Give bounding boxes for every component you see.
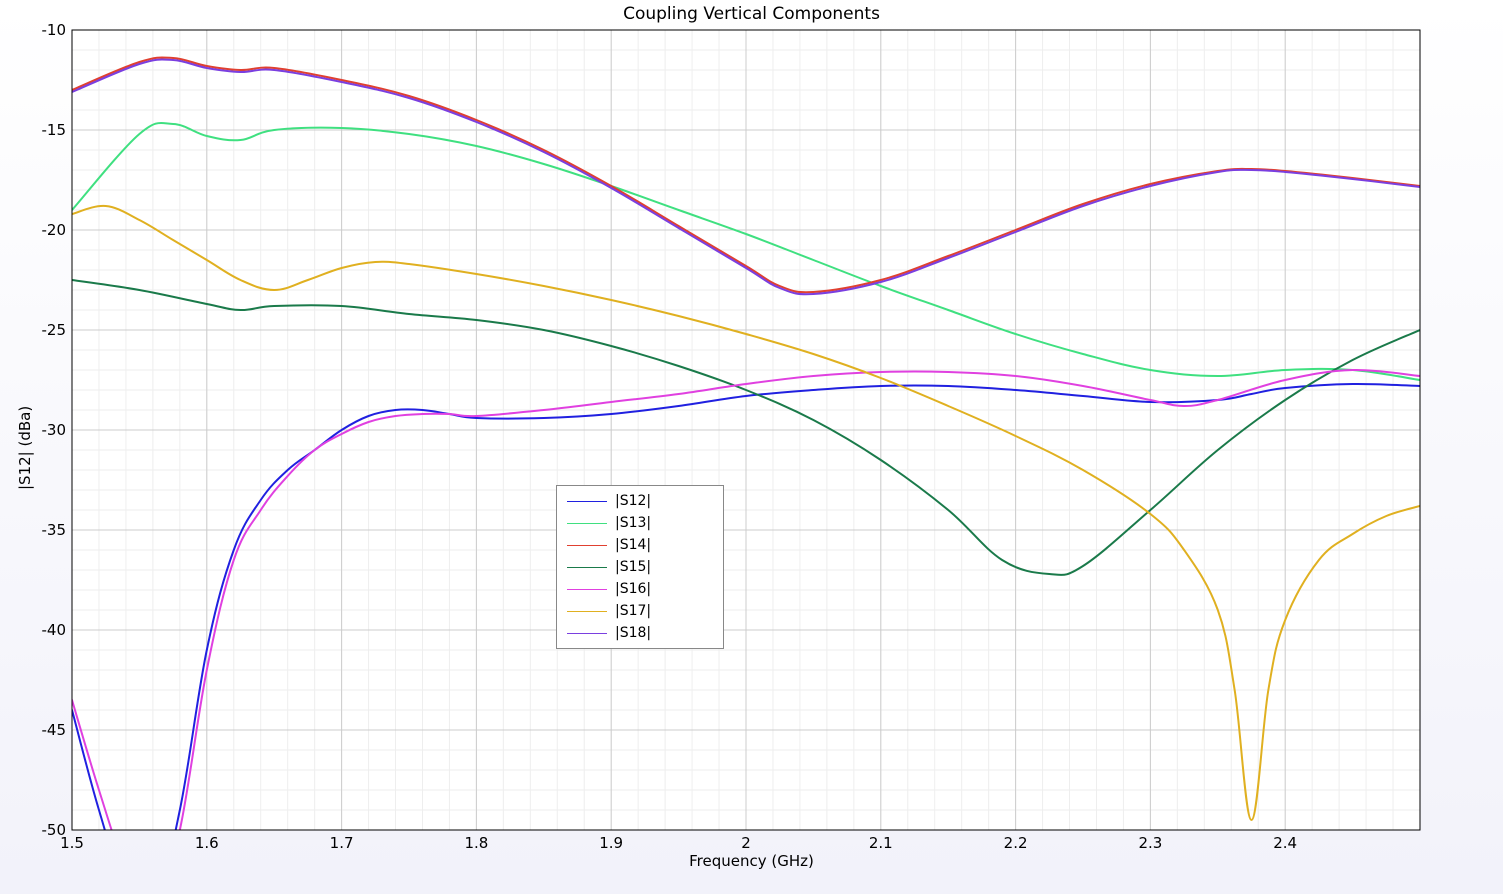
legend-label: |S18| [615, 625, 651, 641]
legend-item: |S14| [561, 534, 719, 556]
y-tick-label: -20 [42, 221, 67, 239]
x-tick-label: 2.4 [1265, 834, 1305, 852]
legend-label: |S16| [615, 581, 651, 597]
legend-swatch [567, 501, 607, 502]
y-tick-label: -10 [42, 21, 67, 39]
y-tick-label: -25 [42, 321, 67, 339]
legend-label: |S15| [615, 559, 651, 575]
y-tick-label: -40 [42, 621, 67, 639]
y-tick-label: -50 [42, 821, 67, 839]
legend-swatch [567, 545, 607, 546]
y-tick-label: -45 [42, 721, 67, 739]
legend-label: |S12| [615, 493, 651, 509]
legend-label: |S17| [615, 603, 651, 619]
legend-item: |S17| [561, 600, 719, 622]
x-tick-label: 1.8 [456, 834, 496, 852]
legend: |S12| |S13| |S14| |S15| |S16| |S17| |S18| [556, 485, 724, 649]
legend-swatch [567, 567, 607, 568]
x-tick-label: 1.6 [187, 834, 227, 852]
y-tick-label: -35 [42, 521, 67, 539]
x-tick-label: 1.9 [591, 834, 631, 852]
legend-swatch [567, 633, 607, 634]
legend-item: |S15| [561, 556, 719, 578]
y-tick-label: -15 [42, 121, 67, 139]
legend-swatch [567, 589, 607, 590]
x-tick-label: 2.2 [996, 834, 1036, 852]
y-tick-label: -30 [42, 421, 67, 439]
x-tick-label: 2.3 [1130, 834, 1170, 852]
legend-swatch [567, 523, 607, 524]
legend-item: |S13| [561, 512, 719, 534]
legend-label: |S14| [615, 537, 651, 553]
legend-swatch [567, 611, 607, 612]
legend-item: |S18| [561, 622, 719, 644]
legend-item: |S12| [561, 490, 719, 512]
legend-label: |S13| [615, 515, 651, 531]
chart-plot-area [0, 0, 1503, 894]
x-tick-label: 2 [726, 834, 766, 852]
x-tick-label: 2.1 [861, 834, 901, 852]
x-tick-label: 1.7 [322, 834, 362, 852]
legend-item: |S16| [561, 578, 719, 600]
